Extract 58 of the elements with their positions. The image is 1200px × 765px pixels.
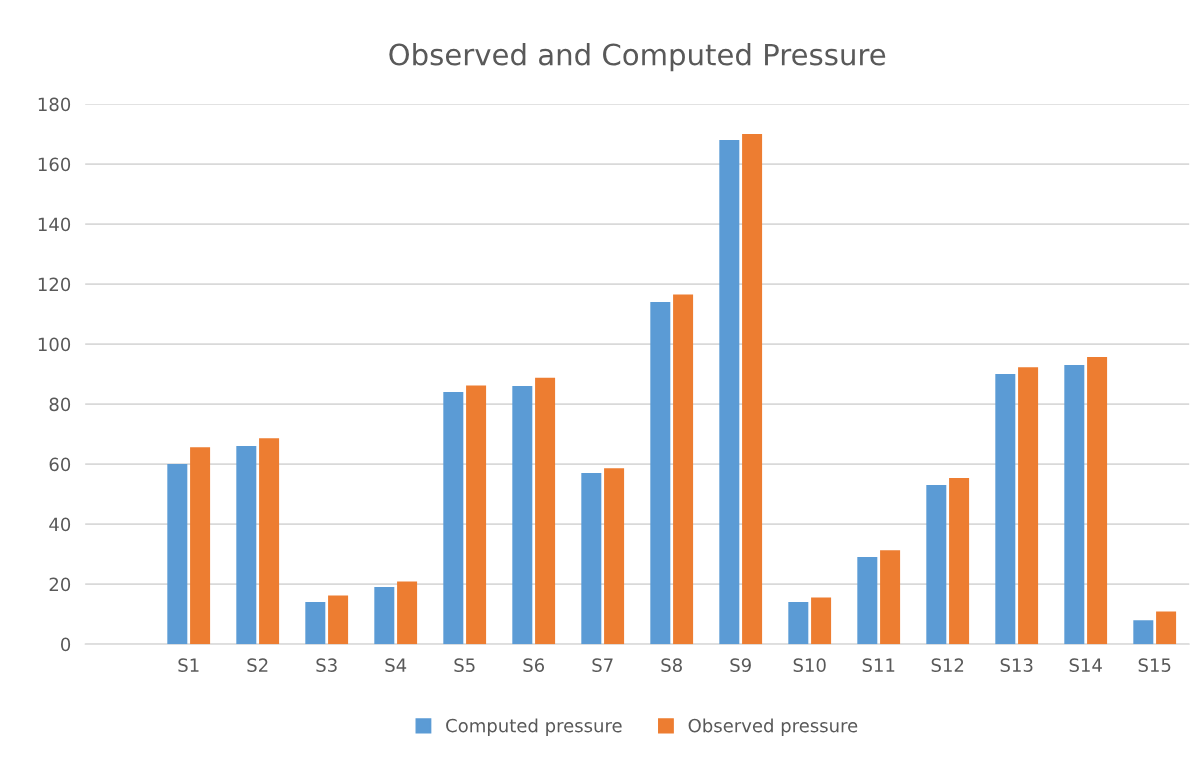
x-tick-label: S12 [931, 658, 964, 672]
legend-label: Computed pressure [446, 718, 622, 736]
bar [1018, 367, 1039, 645]
bar [650, 302, 671, 645]
bar [857, 557, 878, 645]
x-tick-label: S7 [592, 658, 613, 672]
bar [466, 385, 487, 645]
y-tick-label: 60 [49, 457, 71, 472]
bar [742, 134, 763, 645]
bar [259, 438, 280, 645]
x-tick-label: S5 [454, 658, 475, 672]
bar [374, 587, 395, 645]
bar [719, 140, 740, 645]
bar [305, 602, 326, 645]
x-tick-label: S2 [247, 658, 268, 672]
bar [443, 392, 464, 645]
y-tick-label: 20 [49, 577, 71, 592]
y-tick-label: 100 [38, 337, 71, 352]
bar [880, 550, 901, 645]
bar [604, 468, 625, 645]
chart-title: Observed and Computed Pressure [389, 42, 886, 72]
x-tick-label: S13 [1000, 658, 1033, 672]
x-tick-label: S6 [523, 658, 545, 672]
y-tick-label: 120 [38, 277, 71, 292]
y-tick-label: 40 [49, 517, 71, 532]
bar [926, 485, 947, 645]
bar [167, 464, 188, 645]
bar [949, 477, 970, 645]
x-tick-label: S14 [1069, 658, 1102, 672]
bar [1133, 620, 1154, 645]
x-tick-label: S4 [385, 658, 407, 672]
y-tick-label: 140 [38, 217, 71, 232]
bar [535, 377, 556, 645]
bar [1064, 365, 1085, 645]
x-tick-label: S10 [793, 658, 826, 672]
x-tick-label: S15 [1138, 658, 1171, 672]
bar [1156, 611, 1177, 645]
x-tick-label: S9 [730, 658, 751, 672]
bar [788, 602, 809, 645]
bar [1087, 356, 1108, 645]
y-tick-label: 80 [49, 397, 71, 412]
x-tick-label: S8 [661, 658, 682, 672]
x-tick-label: S1 [178, 658, 199, 672]
bar [581, 473, 602, 645]
y-tick-label: 0 [61, 637, 71, 652]
bar [995, 374, 1016, 645]
bar [512, 386, 533, 645]
bar [811, 597, 832, 645]
x-tick-label: S3 [316, 658, 337, 672]
y-tick-label: 180 [38, 97, 71, 112]
x-tick-label: S11 [862, 658, 895, 672]
bar [673, 294, 694, 645]
y-tick-label: 160 [38, 157, 71, 172]
bar [397, 581, 418, 645]
bar [328, 595, 349, 645]
bar [190, 447, 211, 645]
legend-label: Observed pressure [688, 718, 858, 736]
bar [236, 446, 257, 645]
